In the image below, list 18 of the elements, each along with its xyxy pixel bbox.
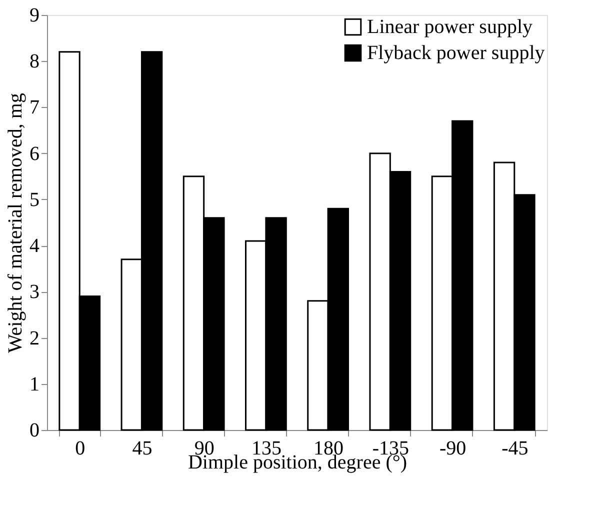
y-tick-label: 6 [30,142,40,165]
legend-label: Linear power supply [367,16,533,38]
x-tick-label: 135 [251,438,282,460]
y-tick-label: 0 [30,420,40,442]
y-tick-label: 9 [30,4,40,26]
y-tick-label: 2 [30,327,40,350]
legend-label: Flyback power supply [367,42,545,64]
y-tick-label: 7 [30,96,40,119]
y-tick-label: 8 [30,50,40,73]
y-tick-label: 3 [30,281,40,304]
x-tick-label: 45 [132,438,152,460]
y-axis-title: Weight of material removed, mg [4,93,26,353]
y-tick-label: 4 [30,235,40,258]
y-tick-label: 1 [30,373,40,396]
x-tick-label: -90 [439,438,466,460]
x-tick-label: 0 [75,438,86,460]
y-tick-label: 5 [30,188,40,211]
x-tick-label: -45 [502,438,528,460]
